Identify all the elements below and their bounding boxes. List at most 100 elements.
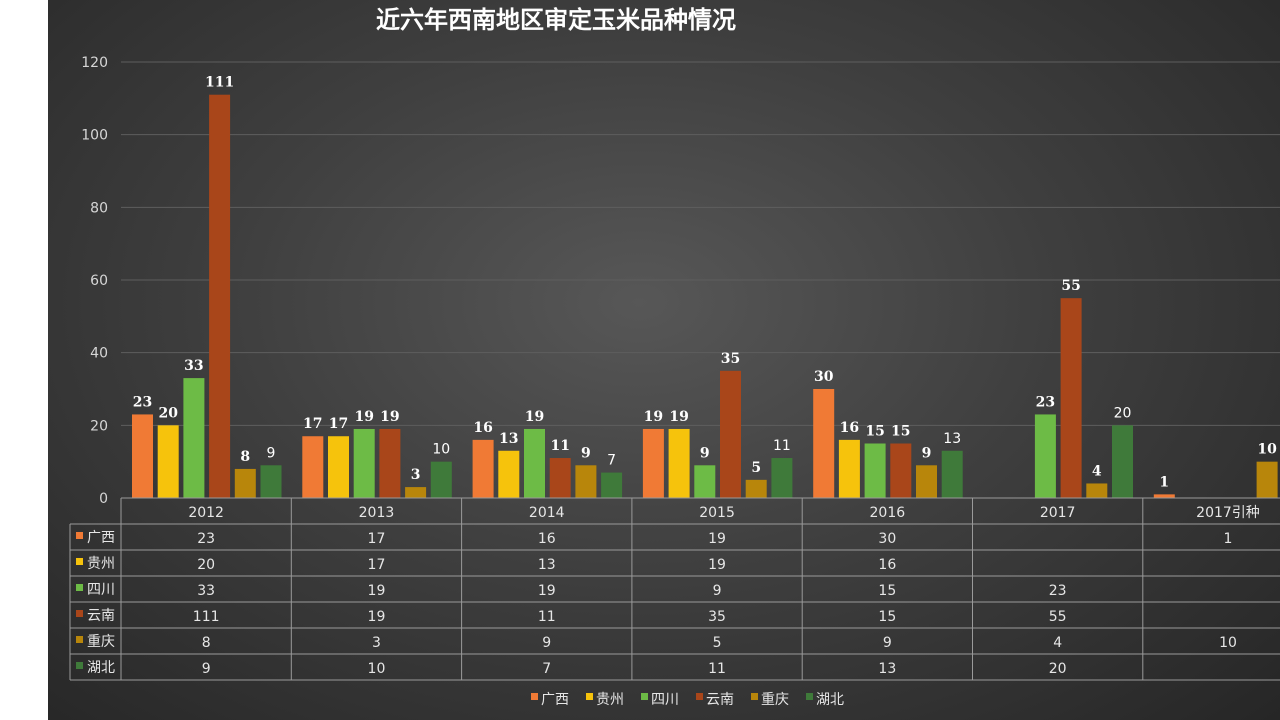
data-label: 9 — [700, 445, 710, 461]
data-label: 9 — [922, 445, 932, 461]
data-label: 15 — [865, 424, 884, 440]
legend-label: 贵州 — [596, 692, 624, 708]
table-cell-value: 16 — [538, 531, 556, 547]
bar — [157, 425, 179, 498]
table-cell-value: 19 — [368, 583, 386, 599]
table-cell-value: 9 — [202, 661, 211, 677]
table-cell-value: 11 — [708, 661, 726, 677]
y-tick-label: 120 — [81, 55, 108, 71]
table-row-label: 湖北 — [87, 660, 115, 676]
table-cell-value: 9 — [542, 635, 551, 651]
bar — [694, 465, 716, 498]
data-label: 23 — [133, 394, 152, 410]
bar — [209, 94, 231, 498]
bar — [379, 428, 401, 498]
table-legend-key — [76, 532, 83, 539]
y-tick-label: 40 — [90, 346, 108, 362]
y-tick-label: 80 — [90, 200, 108, 216]
bar — [524, 428, 545, 498]
table-cell-value: 23 — [1049, 583, 1067, 599]
data-label: 9 — [581, 445, 591, 461]
table-header-category: 2016 — [870, 505, 906, 521]
bar — [720, 370, 741, 498]
bar — [549, 458, 571, 498]
table-legend-key — [76, 636, 83, 643]
bar — [771, 458, 793, 498]
bar — [1153, 494, 1175, 498]
y-tick-label: 60 — [90, 273, 108, 289]
table-cell-value: 9 — [883, 635, 892, 651]
bar — [183, 378, 205, 498]
data-label: 7 — [607, 453, 616, 469]
y-tick-label: 100 — [81, 128, 108, 144]
table-header-category: 2017引种 — [1196, 505, 1260, 521]
data-label: 16 — [840, 420, 859, 436]
data-label: 10 — [1257, 442, 1277, 458]
data-label: 19 — [525, 409, 544, 425]
legend-label: 湖北 — [816, 692, 844, 708]
bar — [916, 465, 937, 498]
bar — [838, 439, 860, 498]
bar — [328, 436, 349, 498]
y-tick-label: 20 — [90, 418, 108, 434]
table-header-category: 2012 — [188, 505, 224, 521]
table-cell-value: 10 — [1219, 635, 1237, 651]
data-label: 1 — [1159, 474, 1169, 490]
table-legend-key — [76, 610, 83, 617]
table-row-label: 四川 — [87, 582, 115, 598]
table-cell-value: 19 — [708, 557, 726, 573]
data-label: 23 — [1036, 394, 1055, 410]
bar — [234, 468, 256, 498]
legend-swatch — [806, 693, 813, 700]
data-label: 11 — [773, 438, 791, 454]
table-cell-value: 17 — [368, 557, 386, 573]
bar — [1086, 483, 1108, 498]
data-label: 5 — [751, 460, 761, 476]
table-cell-value: 20 — [197, 557, 215, 573]
bar — [642, 428, 664, 498]
table-legend-key — [76, 584, 83, 591]
table-cell-value: 20 — [1049, 661, 1067, 677]
chart-panel: 近六年西南地区审定玉米品种情况 0 20 40 60 80 100 120 23 17 16 19 30… — [48, 0, 1280, 720]
legend-label: 云南 — [706, 692, 734, 708]
table-cell-value: 35 — [708, 609, 726, 625]
table-cell-value: 10 — [368, 661, 386, 677]
bar — [353, 428, 375, 498]
data-label: 111 — [205, 75, 234, 91]
bar — [132, 414, 153, 498]
data-label: 13 — [499, 431, 518, 447]
table-row-label: 云南 — [87, 608, 115, 624]
table-cell-value: 30 — [878, 531, 896, 547]
table-cell-value: 33 — [197, 583, 215, 599]
table-cell-value: 13 — [878, 661, 896, 677]
data-label: 17 — [303, 416, 322, 432]
table-header-category: 2014 — [529, 505, 565, 521]
legend-swatch — [641, 693, 648, 700]
data-label: 19 — [669, 409, 688, 425]
table-cell-value: 13 — [538, 557, 556, 573]
bar — [941, 450, 963, 498]
data-label: 19 — [354, 409, 373, 425]
data-label: 9 — [267, 445, 276, 461]
table-cell-value: 19 — [368, 609, 386, 625]
table-cell-value: 9 — [713, 583, 722, 599]
chart-title: 近六年西南地区审定玉米品种情况 — [376, 6, 736, 34]
table-legend-key — [76, 558, 83, 565]
data-label: 17 — [329, 416, 348, 432]
table-cell-value: 11 — [538, 609, 556, 625]
bar — [1034, 414, 1056, 498]
data-label: 13 — [943, 431, 961, 447]
bar — [668, 428, 690, 498]
legend-swatch — [751, 693, 758, 700]
table-cell-value: 8 — [202, 635, 211, 651]
legend-swatch — [586, 693, 593, 700]
data-label: 3 — [411, 467, 421, 483]
legend-swatch — [696, 693, 703, 700]
data-label: 10 — [432, 442, 450, 458]
table-legend-key — [76, 662, 83, 669]
bar — [1256, 461, 1278, 498]
bar — [405, 487, 427, 498]
bar — [890, 443, 912, 498]
legend-label: 广西 — [541, 692, 569, 708]
table-cell-value: 55 — [1049, 609, 1067, 625]
